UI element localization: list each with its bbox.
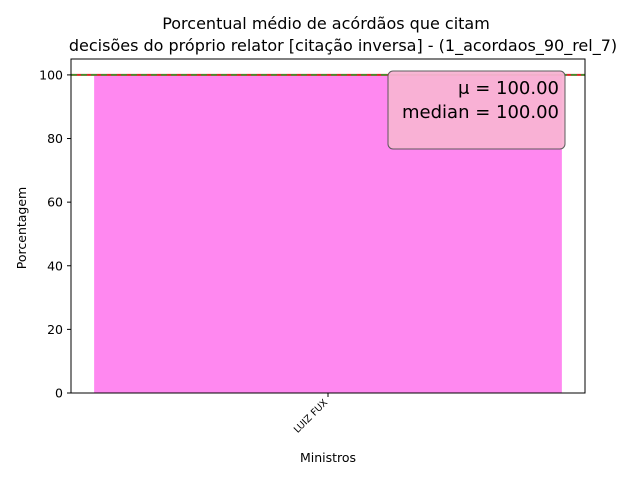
stats-median: median = 100.00	[402, 102, 559, 123]
y-tick-label: 20	[47, 322, 63, 337]
y-axis-label: Porcentagem	[14, 187, 29, 269]
y-tick-label: 60	[47, 195, 63, 210]
chart-title-line-1: Porcentual médio de acórdãos que citam	[162, 14, 490, 33]
y-tick-label: 40	[47, 258, 63, 273]
x-axis-label: Ministros	[300, 450, 356, 465]
stats-mean: μ = 100.00	[458, 78, 559, 99]
x-tick-label: LUIZ FUX	[292, 397, 331, 436]
chart-title-line-2: decisões do próprio relator [citação inv…	[69, 36, 617, 56]
stats-box	[387, 70, 566, 150]
y-tick-label: 80	[47, 131, 63, 146]
y-tick-label: 0	[55, 386, 63, 401]
y-tick-label: 100	[39, 67, 63, 82]
axes-frame	[70, 58, 586, 394]
plot-area: LUIZ FUX 0 20 40 60 80 100 μ = 100.00 median = 1…	[39, 58, 586, 436]
